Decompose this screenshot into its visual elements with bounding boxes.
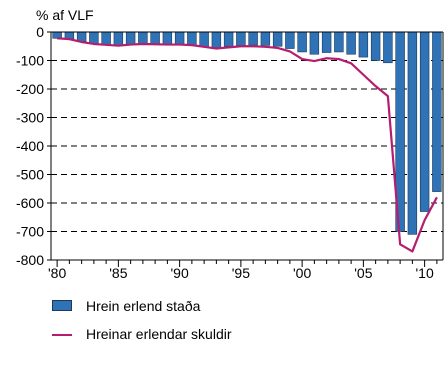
bar: [174, 31, 185, 46]
x-tick-label: '05: [354, 265, 372, 281]
y-tick-label: -800: [16, 252, 44, 268]
y-tick-label: -200: [16, 81, 44, 97]
bar: [297, 31, 307, 53]
bar: [187, 31, 197, 46]
bar: [76, 31, 87, 42]
bar: [113, 31, 124, 46]
bar: [419, 31, 430, 212]
bar: [358, 31, 369, 58]
x-tick-label: '90: [171, 265, 189, 281]
y-tick-label: -700: [16, 224, 44, 240]
bar: [89, 31, 99, 44]
y-tick-label: 0: [36, 24, 44, 40]
x-tick-labels: '80 '85 '90 '95 '00 '05 '10: [48, 265, 434, 281]
bar: [101, 31, 111, 45]
bar: [272, 31, 283, 47]
y-tick-labels: 0 -100 -200 -300 -400 -500 -600 -700 -800: [16, 24, 44, 268]
bar: [285, 31, 295, 49]
x-tick-label: '80: [48, 265, 66, 281]
bar: [248, 31, 258, 46]
bar: [125, 31, 136, 46]
bar: [370, 31, 381, 61]
y-tick-label: -400: [16, 138, 44, 154]
legend-label-line: Hreinar erlendar skuldir: [86, 326, 232, 342]
bar: [138, 31, 148, 45]
legend-swatch-bar: [52, 300, 72, 311]
bar: [199, 31, 209, 48]
y-tick-label: -100: [16, 53, 44, 69]
x-tick-label: '95: [232, 265, 250, 281]
legend-label-bar: Hrein erlend staða: [86, 298, 201, 314]
bar: [321, 31, 332, 53]
bar: [211, 31, 222, 48]
legend-swatch-line: [52, 334, 72, 336]
bar: [260, 31, 271, 46]
axes: [47, 31, 444, 267]
chart: 0 -100 -200 -300 -400 -500 -600 -700 -800 '80 '85…: [16, 7, 444, 281]
bar: [309, 31, 320, 55]
line-series-hreinar-erlendar-skuldir: [57, 37, 438, 253]
x-tick-label: '10: [416, 265, 434, 281]
bar: [52, 31, 62, 39]
bar: [346, 31, 356, 55]
bar: [334, 31, 344, 53]
bar: [223, 31, 234, 47]
gridlines: [51, 60, 443, 232]
y-tick-label: -600: [16, 195, 44, 211]
bar: [162, 31, 173, 46]
bar: [236, 31, 246, 46]
x-tick-label: '00: [293, 265, 311, 281]
bar: [432, 31, 442, 192]
bar: [383, 31, 393, 64]
y-tick-label: -300: [16, 110, 44, 126]
bar: [150, 31, 160, 45]
bar-series: [52, 31, 442, 235]
bar: [407, 31, 418, 235]
x-tick-label: '85: [109, 265, 127, 281]
y-axis-label: % af VLF: [36, 7, 94, 23]
y-tick-label: -500: [16, 167, 44, 183]
